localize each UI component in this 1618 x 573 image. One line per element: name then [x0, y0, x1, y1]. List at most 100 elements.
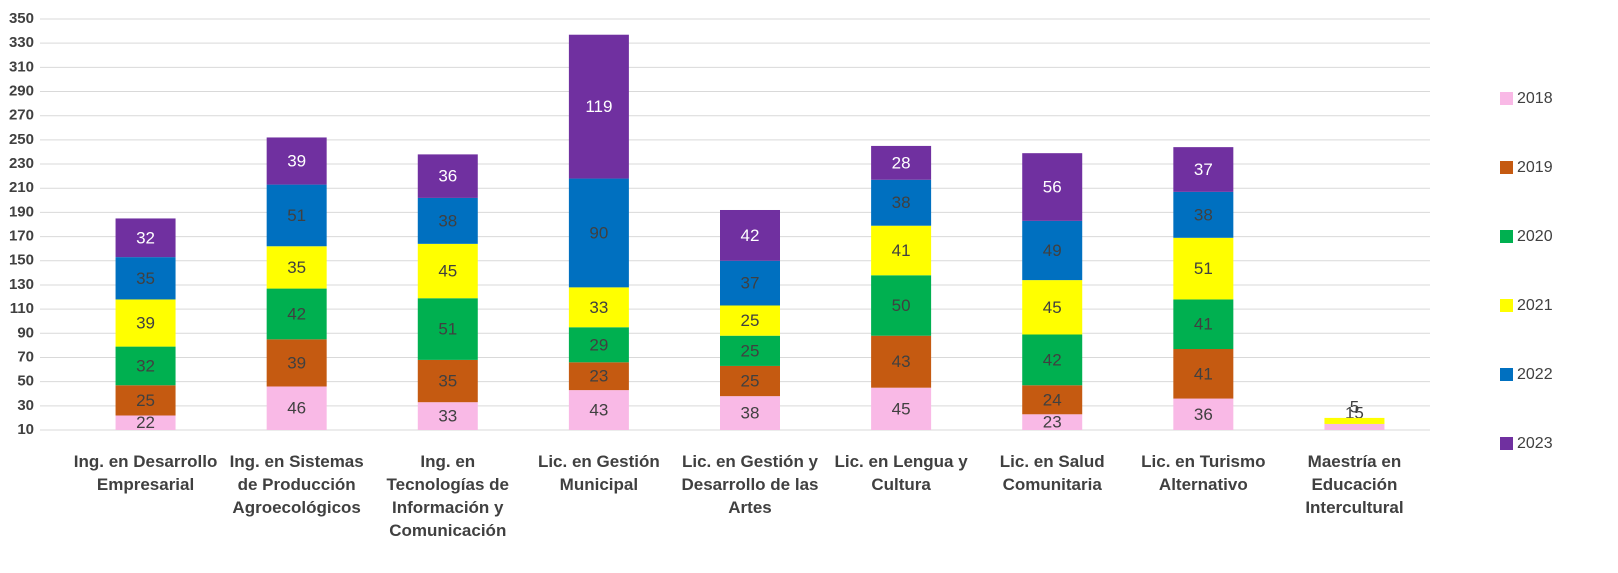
bar-segment [871, 225, 932, 276]
data-label: 35 [438, 372, 457, 391]
x-tick-label: Maestría en Educación Intercultural [1305, 452, 1404, 517]
data-label: 45 [892, 399, 911, 418]
y-tick-label: 310 [9, 58, 34, 75]
data-label: 25 [741, 372, 760, 391]
data-label: 38 [438, 211, 457, 230]
bar-segment [1324, 417, 1385, 424]
data-label: 38 [892, 193, 911, 212]
bar-segment [266, 386, 327, 430]
data-label: 50 [892, 296, 911, 315]
x-tick-label: Ing. en Tecnologías de Información y Com… [386, 452, 510, 540]
bar-segment [568, 390, 629, 430]
y-tick-label: 290 [9, 82, 34, 99]
bar-segment [115, 415, 176, 430]
data-label: 22 [136, 413, 155, 432]
bar-segment [1324, 423, 1385, 430]
bar-segment [568, 287, 629, 328]
bar-segment [115, 346, 176, 386]
data-label: 25 [741, 311, 760, 330]
x-tick-label: Lic. en Turismo Alternativo [1141, 452, 1266, 494]
y-tick-label: 10 [17, 421, 34, 438]
y-tick-label: 90 [17, 324, 34, 341]
legend-swatch [1500, 437, 1513, 450]
y-tick-label: 130 [9, 276, 34, 293]
bar-segment [568, 178, 629, 288]
bar-segment [720, 396, 780, 430]
data-label: 41 [1194, 315, 1213, 334]
legend-label: 2019 [1517, 159, 1553, 176]
data-label: 38 [1194, 205, 1213, 224]
bar-segment [266, 339, 327, 387]
data-label: 35 [287, 258, 306, 277]
bar-segment [266, 184, 327, 247]
bar-segment [266, 137, 327, 185]
data-label: 33 [438, 407, 457, 426]
bar-segment [1022, 385, 1083, 415]
data-label: 32 [136, 356, 155, 375]
data-label: 29 [589, 335, 608, 354]
bar-segment [1022, 414, 1083, 430]
data-label: 51 [287, 206, 306, 225]
data-label: 119 [585, 97, 612, 116]
bar-segment [720, 260, 780, 306]
bar-segment [1022, 153, 1083, 221]
bar-segment [1173, 349, 1234, 399]
legend-swatch [1500, 92, 1513, 105]
data-label: 42 [287, 304, 306, 323]
x-tick-label: Lic. en Gestión Municipal [537, 452, 660, 494]
data-label: 24 [1043, 390, 1062, 409]
data-label: 41 [1194, 364, 1213, 383]
bar-segment [417, 243, 478, 299]
data-label: 45 [438, 262, 457, 281]
bar-segment [115, 299, 176, 347]
data-label: 43 [589, 401, 608, 420]
bar-segment [871, 387, 932, 430]
y-tick-label: 110 [10, 300, 34, 317]
data-label: 49 [1043, 241, 1062, 260]
bar-segment [1173, 299, 1234, 350]
bar-segment [720, 335, 780, 366]
bar-segment [720, 305, 780, 336]
y-tick-label: 250 [9, 131, 34, 148]
data-label: 36 [1194, 405, 1213, 424]
y-tick-label: 350 [9, 10, 34, 27]
bar-segment [871, 335, 932, 388]
y-tick-label: 150 [9, 252, 34, 269]
data-label: 38 [741, 404, 760, 423]
y-tick-label: 170 [9, 228, 34, 245]
data-label: 41 [892, 241, 911, 260]
bar-segment [871, 179, 932, 226]
data-label: 56 [1043, 178, 1062, 197]
data-label: 5 [1350, 397, 1359, 416]
y-tick-label: 30 [17, 397, 34, 414]
data-label: 42 [741, 226, 760, 245]
data-label: 25 [741, 341, 760, 360]
bar-segment [266, 246, 327, 289]
bar-segment [720, 365, 780, 397]
bar-segment [417, 359, 478, 403]
y-tick-label: 210 [9, 179, 34, 196]
y-tick-label: 70 [17, 348, 34, 365]
data-label: 23 [1043, 413, 1062, 432]
y-tick-label: 270 [9, 107, 34, 124]
data-label: 23 [589, 367, 608, 386]
y-tick-label: 190 [9, 203, 34, 220]
data-label: 46 [287, 399, 306, 418]
legend-swatch [1500, 299, 1513, 312]
bar-segment [417, 154, 478, 198]
bar-segment [417, 197, 478, 244]
data-label: 37 [1194, 160, 1213, 179]
data-label: 37 [741, 274, 760, 293]
bar-segment [266, 288, 327, 340]
legend-swatch [1500, 230, 1513, 243]
bar-segment [1022, 280, 1083, 335]
bar-segment [568, 34, 629, 179]
legend-label: 2020 [1517, 228, 1553, 245]
data-label: 45 [1043, 298, 1062, 317]
bar-segment [871, 275, 932, 336]
data-label: 39 [287, 353, 306, 372]
x-tick-label: Lic. en Salud Comunitaria [999, 452, 1105, 494]
bar-segment [568, 327, 629, 363]
